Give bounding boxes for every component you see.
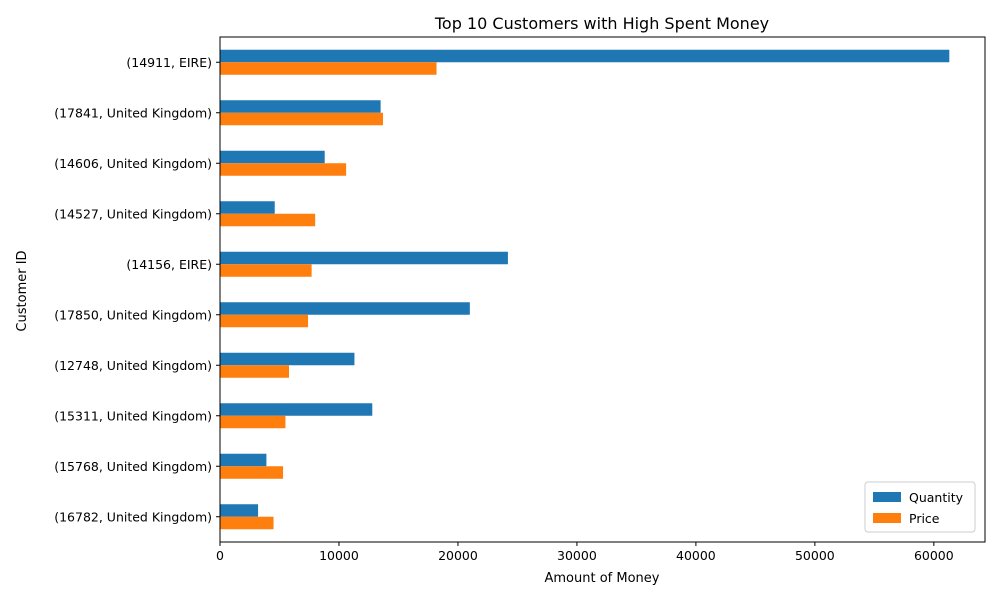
- bar-quantity-0: [220, 49, 950, 63]
- bar-price-4: [220, 264, 312, 277]
- y-tick-label: (16782, United Kingdom): [54, 509, 212, 524]
- bar-quantity-9: [220, 504, 259, 517]
- legend-label-quantity: Quantity: [909, 490, 964, 505]
- bar-quantity-1: [220, 100, 381, 113]
- bar-price-2: [220, 163, 347, 176]
- x-tick-label: 0: [216, 548, 224, 563]
- bar-quantity-6: [220, 352, 355, 366]
- legend-label-price: Price: [909, 511, 940, 526]
- bar-quantity-5: [220, 302, 470, 315]
- legend-swatch-price: [873, 513, 901, 523]
- x-tick-label: 40000: [676, 548, 716, 563]
- bar-price-9: [220, 516, 274, 530]
- bar-quantity-8: [220, 453, 267, 467]
- y-tick-label: (17841, United Kingdom): [54, 105, 212, 120]
- bar-price-3: [220, 213, 316, 227]
- x-axis-label: Amount of Money: [545, 571, 660, 586]
- y-tick-label: (14527, United Kingdom): [54, 206, 212, 221]
- y-tick-label: (17850, United Kingdom): [54, 307, 212, 322]
- y-tick-label: (15768, United Kingdom): [54, 459, 212, 474]
- x-tick-label: 20000: [438, 548, 478, 563]
- y-tick-label: (14606, United Kingdom): [54, 156, 212, 171]
- bar-price-5: [220, 314, 309, 328]
- bar-quantity-3: [220, 201, 275, 214]
- y-axis-label: Customer ID: [15, 250, 30, 331]
- bar-price-1: [220, 112, 383, 126]
- x-tick-label: 60000: [914, 548, 954, 563]
- bar-quantity-2: [220, 150, 325, 164]
- x-tick-label: 10000: [319, 548, 359, 563]
- y-tick-label: (14911, EIRE): [126, 55, 212, 70]
- y-tick-label: (15311, United Kingdom): [54, 408, 212, 423]
- bar-quantity-4: [220, 251, 508, 265]
- x-tick-label: 50000: [795, 548, 835, 563]
- bar-price-6: [220, 365, 290, 378]
- bar-quantity-7: [220, 403, 373, 416]
- plot-area: (14911, EIRE) (17841, United Kingdom) (146…: [54, 36, 986, 563]
- y-tick-label: (14156, EIRE): [126, 257, 212, 272]
- bar-price-8: [220, 466, 284, 479]
- plot-frame: [219, 36, 986, 543]
- legend-swatch-quantity: [873, 492, 901, 502]
- bar-price-0: [220, 62, 437, 75]
- chart-title: Top 10 Customers with High Spent Money: [434, 14, 769, 33]
- bar-price-7: [220, 415, 286, 429]
- y-tick-label: (12748, United Kingdom): [54, 358, 212, 373]
- x-tick-label: 30000: [557, 548, 597, 563]
- legend: Quantity Price: [864, 481, 976, 533]
